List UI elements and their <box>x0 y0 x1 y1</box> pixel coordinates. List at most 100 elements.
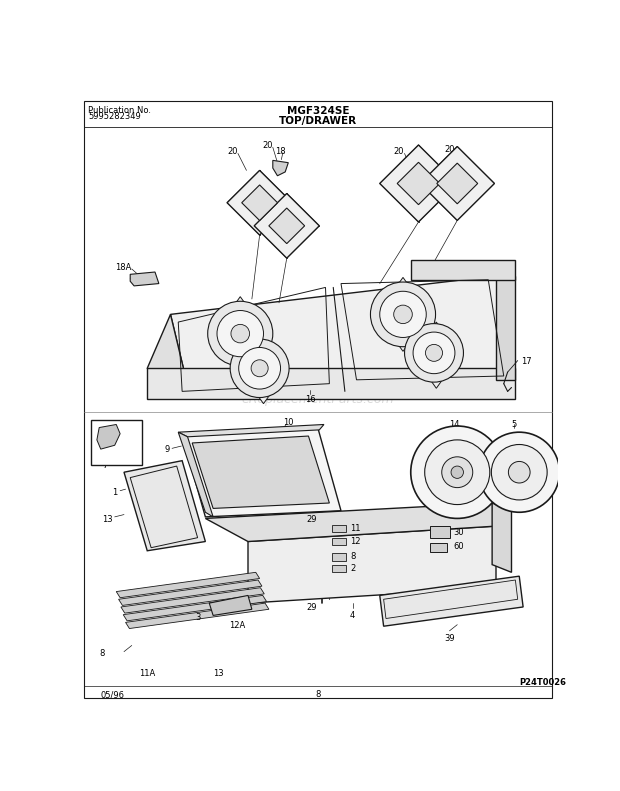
Polygon shape <box>117 573 260 598</box>
Text: 60: 60 <box>453 542 464 551</box>
Text: 29: 29 <box>306 603 317 612</box>
Polygon shape <box>118 580 262 605</box>
Circle shape <box>451 466 463 479</box>
Text: eReplacementParts.com: eReplacementParts.com <box>241 392 394 406</box>
Polygon shape <box>248 526 496 603</box>
Bar <box>92 420 142 464</box>
Text: 10: 10 <box>115 425 125 433</box>
Polygon shape <box>123 596 267 621</box>
Circle shape <box>491 445 547 500</box>
Text: 12A: 12A <box>229 621 245 630</box>
Circle shape <box>371 282 435 346</box>
Text: 1: 1 <box>112 487 117 497</box>
Bar <box>332 524 346 532</box>
Circle shape <box>441 457 472 487</box>
Text: 8: 8 <box>99 649 105 658</box>
Text: 20: 20 <box>262 141 273 150</box>
Text: 18A: 18A <box>115 263 131 272</box>
Text: 20: 20 <box>394 147 404 157</box>
Polygon shape <box>496 276 515 380</box>
Text: P24T0026: P24T0026 <box>520 678 566 687</box>
Text: 12: 12 <box>350 537 361 546</box>
Polygon shape <box>182 428 341 517</box>
Text: 10: 10 <box>283 418 293 427</box>
Circle shape <box>479 432 559 513</box>
Polygon shape <box>205 503 496 542</box>
Text: TOP/DRAWER: TOP/DRAWER <box>278 115 357 126</box>
Text: 7: 7 <box>102 461 107 471</box>
Polygon shape <box>192 436 329 509</box>
Text: 13: 13 <box>102 515 113 524</box>
Text: 9: 9 <box>164 445 169 454</box>
Text: 05/96: 05/96 <box>100 690 125 699</box>
Polygon shape <box>377 278 429 351</box>
Text: 5: 5 <box>512 420 516 429</box>
Polygon shape <box>148 369 515 399</box>
Polygon shape <box>170 276 515 396</box>
Circle shape <box>425 440 490 505</box>
Circle shape <box>394 305 412 324</box>
Polygon shape <box>227 170 292 235</box>
Text: 14: 14 <box>450 420 460 429</box>
Circle shape <box>410 426 503 518</box>
Bar <box>430 543 447 552</box>
Circle shape <box>230 339 289 398</box>
Circle shape <box>208 301 273 366</box>
Polygon shape <box>121 588 264 613</box>
Polygon shape <box>97 425 120 449</box>
Polygon shape <box>242 185 278 221</box>
Circle shape <box>508 461 530 483</box>
Text: 2: 2 <box>350 564 355 573</box>
Circle shape <box>413 332 455 373</box>
Polygon shape <box>436 163 477 204</box>
Circle shape <box>404 324 464 382</box>
Text: 3: 3 <box>195 613 201 623</box>
Bar <box>332 538 346 545</box>
Text: 17: 17 <box>521 357 531 365</box>
Text: 11: 11 <box>350 524 361 533</box>
Text: 16: 16 <box>304 396 316 404</box>
Polygon shape <box>124 460 205 551</box>
Polygon shape <box>410 260 515 280</box>
Polygon shape <box>179 432 213 517</box>
Polygon shape <box>420 146 495 221</box>
Text: 8: 8 <box>315 690 321 699</box>
Text: MGF324SE: MGF324SE <box>286 106 349 115</box>
Text: 4: 4 <box>350 611 355 620</box>
Text: 30: 30 <box>453 528 464 537</box>
Polygon shape <box>214 297 267 370</box>
Text: 8: 8 <box>350 552 356 562</box>
Polygon shape <box>240 338 287 403</box>
Bar <box>332 553 346 561</box>
Text: 13: 13 <box>213 668 224 678</box>
Polygon shape <box>130 272 159 286</box>
Circle shape <box>251 360 268 377</box>
Circle shape <box>217 311 264 357</box>
Polygon shape <box>379 145 458 222</box>
Polygon shape <box>179 425 324 437</box>
Circle shape <box>425 344 443 361</box>
Polygon shape <box>273 161 288 176</box>
Circle shape <box>379 291 427 338</box>
Polygon shape <box>492 503 512 573</box>
Text: 11A: 11A <box>140 668 156 678</box>
Bar <box>332 565 346 573</box>
Bar <box>430 526 450 538</box>
Circle shape <box>239 347 280 389</box>
Text: 5995282349: 5995282349 <box>88 112 141 121</box>
Text: 39: 39 <box>444 634 455 643</box>
Text: 18: 18 <box>275 146 286 156</box>
Polygon shape <box>125 603 269 629</box>
Polygon shape <box>254 194 319 258</box>
Text: 20: 20 <box>228 147 237 157</box>
Text: 29: 29 <box>306 515 317 524</box>
Polygon shape <box>379 576 523 626</box>
Polygon shape <box>210 596 252 615</box>
Circle shape <box>231 324 249 343</box>
Text: 20: 20 <box>445 145 454 154</box>
Text: Publication No.: Publication No. <box>88 106 151 115</box>
Polygon shape <box>269 208 304 244</box>
Polygon shape <box>397 162 440 205</box>
Polygon shape <box>148 314 190 399</box>
Polygon shape <box>413 322 460 388</box>
